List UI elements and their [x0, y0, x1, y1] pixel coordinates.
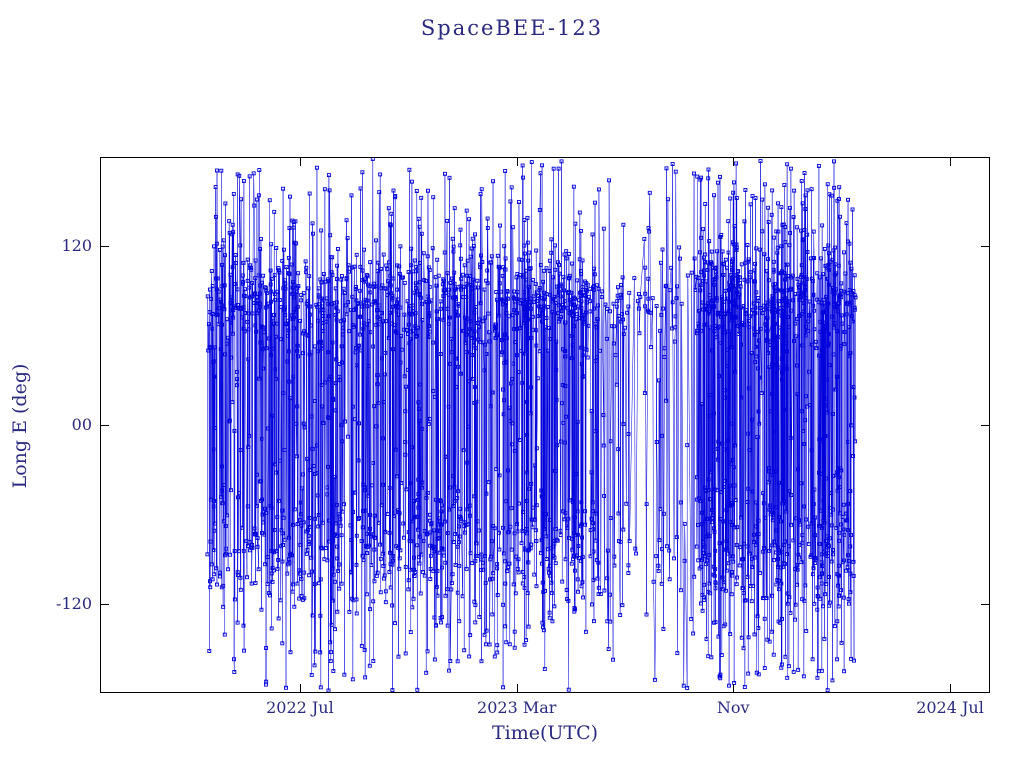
y-axis-title: Long E (deg) — [9, 363, 31, 489]
y-tick-label: 120 — [61, 236, 92, 256]
y-tick-label: -120 — [56, 593, 92, 613]
plot-area — [100, 157, 990, 693]
x-tick-label: 2023 Mar — [477, 698, 557, 717]
chart-canvas — [100, 157, 990, 693]
chart-title: SpaceBEE-123 — [420, 16, 604, 40]
x-tick-label: 2024 Jul — [916, 698, 984, 717]
y-axis-tick-labels: 120 00 -120 — [22, 0, 92, 768]
x-axis-title: Time(UTC) — [491, 722, 599, 744]
x-tick-label: 2022 Jul — [266, 698, 334, 717]
x-axis-tick-labels: 2022 Jul 2023 Mar Nov 2024 Jul — [0, 698, 1024, 720]
y-tick-label: 00 — [71, 415, 92, 434]
x-tick-label: Nov — [716, 698, 750, 717]
